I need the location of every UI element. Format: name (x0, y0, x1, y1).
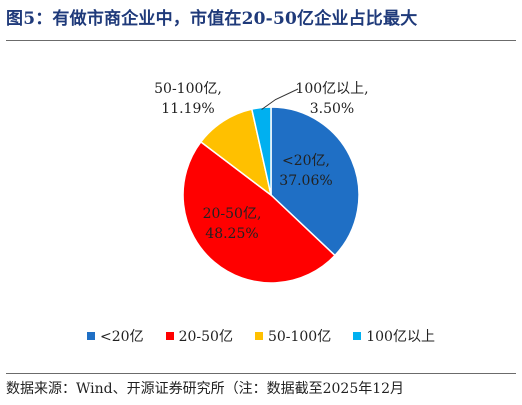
chart-title: 图5：有做市商企业中，市值在20-50亿企业占比最大 (6, 9, 418, 29)
legend: <20亿 20-50亿 50-100亿 100亿以上 (0, 326, 522, 346)
pie-slice (270, 106, 360, 257)
slice-data-label: <20亿, 37.06% (279, 153, 332, 189)
legend-item: 50-100亿 (254, 326, 332, 346)
slice-data-label: 100亿以上, 3.50% (295, 81, 368, 117)
legend-swatch (254, 332, 263, 340)
source-divider (6, 373, 516, 374)
legend-label: 20-50亿 (178, 329, 233, 345)
legend-label: <20亿 (100, 329, 144, 345)
pie-slice (250, 106, 272, 196)
legend-item: 20-50亿 (165, 326, 233, 346)
legend-item: <20亿 (87, 326, 144, 346)
source-note: 数据来源：Wind、开源证券研究所（注：数据截至2025年12月 (6, 381, 405, 397)
legend-swatch (353, 332, 362, 340)
legend-item: 100亿以上 (353, 326, 435, 346)
legend-swatch (165, 332, 174, 340)
slice-data-label: 20-50亿, 48.25% (203, 206, 262, 242)
legend-label: 100亿以上 (366, 329, 435, 345)
legend-swatch (87, 332, 96, 340)
slice-data-label: 50-100亿, 11.19% (154, 81, 222, 117)
leader-line (261, 88, 299, 110)
title-divider (6, 40, 516, 41)
pie-slice (182, 140, 336, 284)
legend-label: 50-100亿 (267, 329, 332, 345)
